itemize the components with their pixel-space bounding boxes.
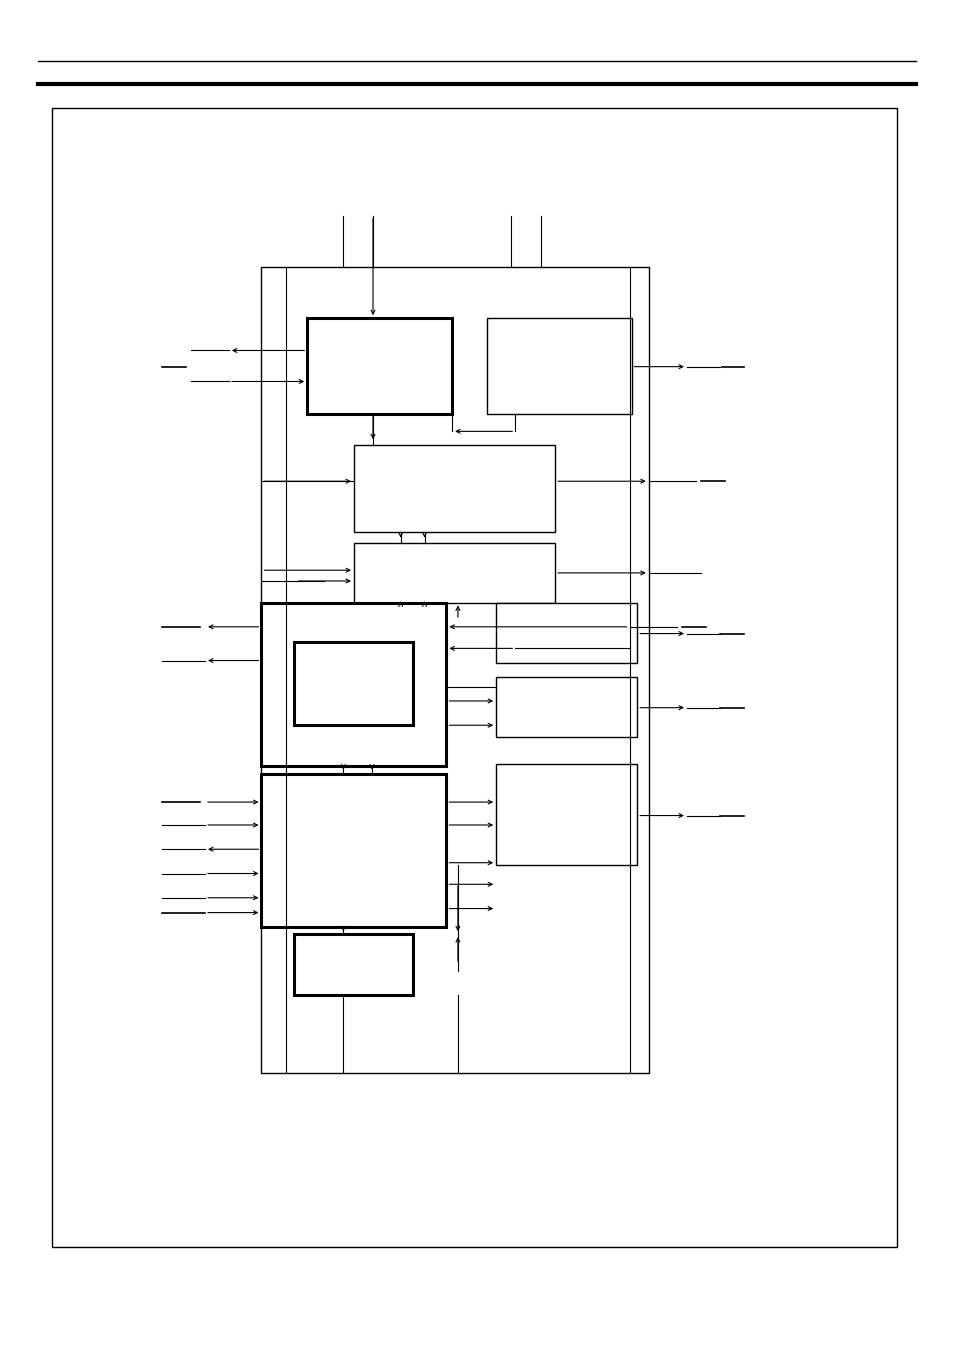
Bar bbox=[261, 603, 446, 766]
Bar bbox=[294, 642, 413, 725]
Bar bbox=[261, 774, 446, 927]
Bar bbox=[52, 108, 896, 1247]
Bar bbox=[294, 934, 413, 995]
Bar bbox=[354, 543, 555, 603]
Bar bbox=[486, 318, 631, 414]
Bar bbox=[496, 603, 637, 663]
Bar bbox=[496, 764, 637, 865]
Bar bbox=[261, 267, 648, 1073]
Bar bbox=[354, 445, 555, 532]
Bar bbox=[307, 318, 452, 414]
Bar bbox=[496, 677, 637, 737]
